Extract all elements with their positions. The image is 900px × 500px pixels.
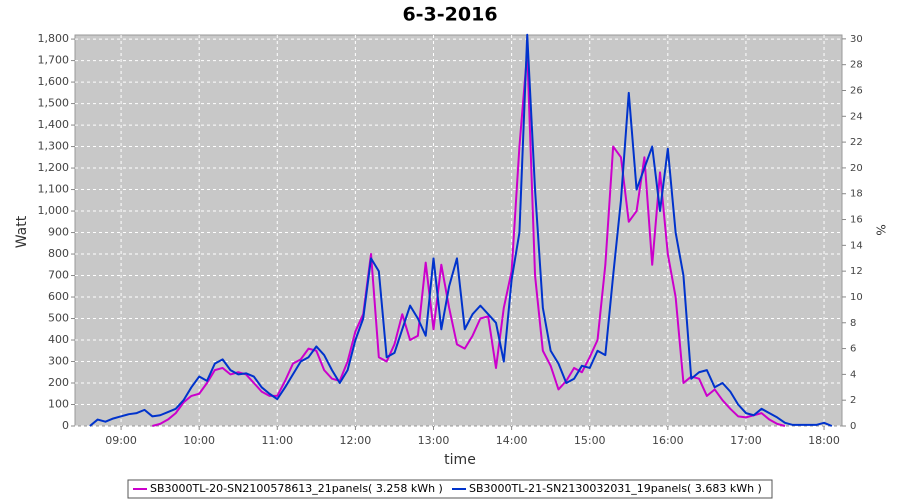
y2-tick-label: 12 [850, 266, 863, 277]
y2-tick-label: 4 [850, 369, 856, 380]
y2-tick-label: 16 [850, 215, 863, 226]
x-tick-label: 11:00 [261, 434, 293, 447]
y-tick-label: 1,500 [38, 97, 70, 110]
x-tick-label: 14:00 [496, 434, 528, 447]
y-tick-label: 200 [48, 376, 69, 389]
y-tick-label: 1,100 [38, 183, 70, 196]
y-tick-label: 700 [48, 269, 69, 282]
legend-label: SB3000TL-21-SN2130032031_19panels( 3.683… [469, 482, 762, 495]
y2-tick-label: 0 [850, 421, 856, 432]
y-tick-label: 1,000 [38, 204, 70, 217]
x-tick-label: 10:00 [183, 434, 215, 447]
y-tick-label: 600 [48, 290, 69, 303]
y2-tick-label: 30 [850, 34, 863, 45]
y2-tick-label: 6 [850, 344, 856, 355]
x-tick-label: 13:00 [418, 434, 450, 447]
y2-tick-label: 2 [850, 395, 856, 406]
legend-label: SB3000TL-20-SN2100578613_21panels( 3.258… [150, 482, 443, 495]
plot-area [74, 34, 843, 427]
y-tick-label: 300 [48, 355, 69, 368]
y2-tick-label: 28 [850, 60, 863, 71]
y2-tick-label: 20 [850, 163, 863, 174]
y2-tick-label: 10 [850, 292, 863, 303]
x-tick-label: 17:00 [730, 434, 762, 447]
x-tick-label: 16:00 [652, 434, 684, 447]
y-tick-label: 1,200 [38, 161, 70, 174]
y2-tick-label: 8 [850, 318, 856, 329]
y-tick-label: 500 [48, 312, 69, 325]
y-tick-label: 1,800 [38, 32, 70, 45]
y-tick-label: 1,300 [38, 140, 70, 153]
y-axis-label: Watt [14, 215, 30, 248]
y-tick-label: 1,400 [38, 118, 70, 131]
y2-axis-label: % [874, 224, 888, 235]
y-tick-label: 100 [48, 398, 69, 411]
x-tick-label: 15:00 [574, 434, 606, 447]
y-tick-label: 0 [62, 419, 69, 432]
x-axis-label: time [444, 452, 476, 468]
x-tick-label: 09:00 [105, 434, 137, 447]
series-line [89, 33, 833, 427]
x-tick-label: 18:00 [808, 434, 840, 447]
y-tick-label: 900 [48, 226, 69, 239]
legend [127, 479, 773, 499]
y2-tick-label: 26 [850, 85, 863, 96]
y2-tick-label: 14 [850, 240, 863, 251]
y-tick-label: 1,600 [38, 75, 70, 88]
chart-title: 6-3-2016 [402, 4, 497, 26]
y-tick-label: 400 [48, 333, 69, 346]
x-tick-label: 12:00 [340, 434, 372, 447]
y-tick-label: 1,700 [38, 54, 70, 67]
series-line [152, 50, 786, 427]
y2-tick-label: 18 [850, 189, 863, 200]
y2-tick-label: 24 [850, 111, 863, 122]
y-tick-label: 800 [48, 247, 69, 260]
y2-tick-label: 22 [850, 137, 863, 148]
